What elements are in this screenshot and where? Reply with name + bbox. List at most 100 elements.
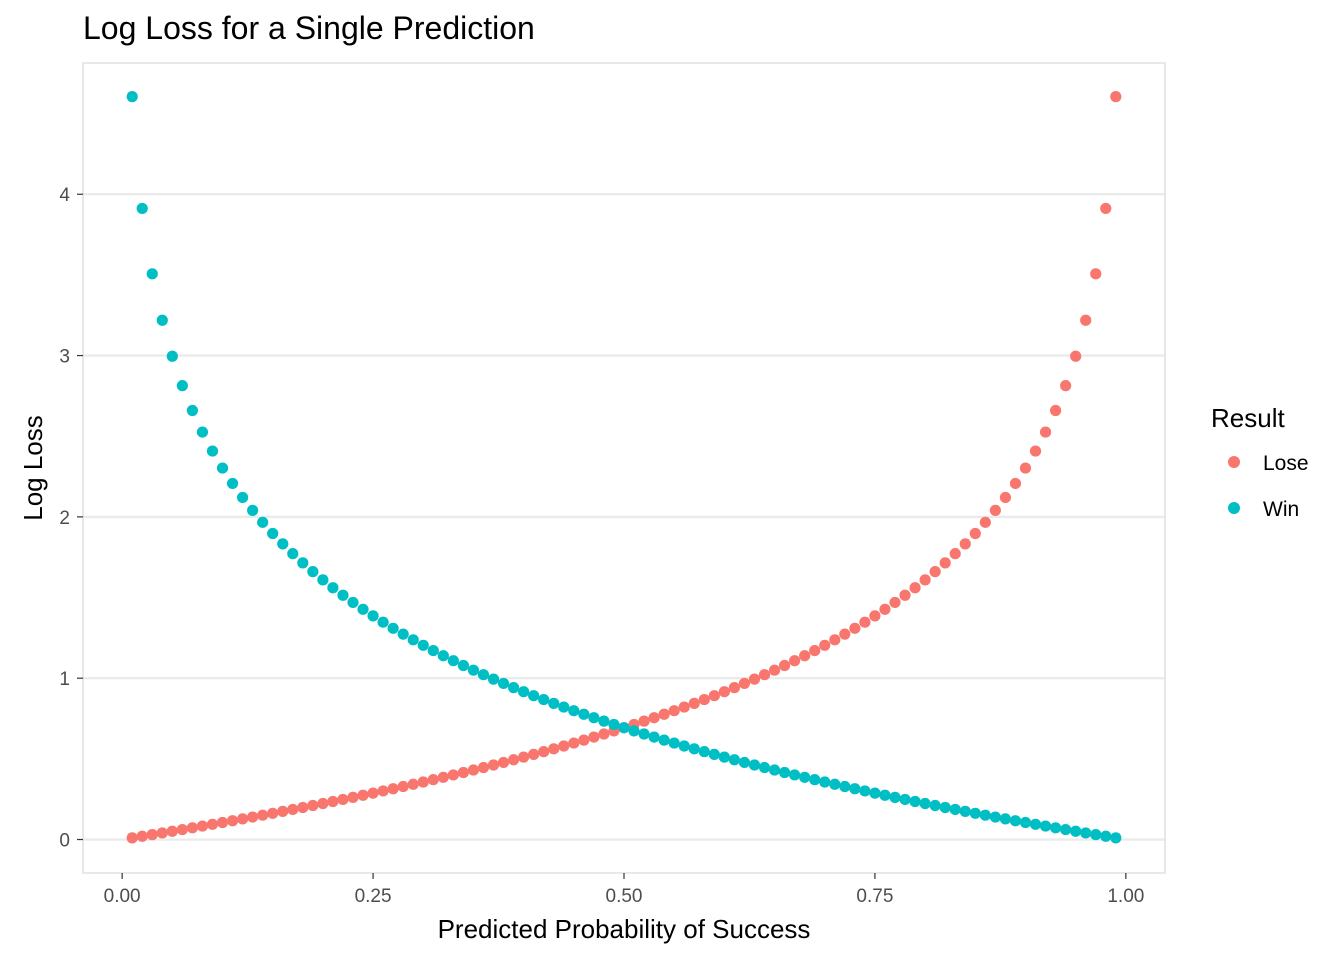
point-lose	[518, 751, 530, 763]
point-lose	[1110, 91, 1122, 103]
point-lose	[859, 616, 871, 628]
point-lose	[919, 574, 931, 586]
point-win	[327, 582, 339, 594]
point-win	[608, 718, 620, 731]
point-lose	[989, 504, 1001, 516]
point-lose	[548, 743, 560, 755]
point-lose	[487, 759, 500, 771]
point-win	[1019, 816, 1032, 829]
point-lose	[277, 805, 289, 817]
point-win	[959, 805, 971, 817]
point-win	[989, 811, 1001, 823]
point-win	[658, 734, 670, 746]
point-lose	[267, 807, 279, 819]
point-win	[528, 690, 540, 702]
point-lose	[869, 610, 881, 622]
point-win	[1039, 820, 1052, 832]
point-lose	[497, 756, 510, 769]
point-win	[367, 610, 379, 622]
point-win	[849, 783, 861, 795]
point-lose	[678, 701, 690, 713]
x-tick-label: 0.50	[606, 886, 643, 907]
point-win	[518, 686, 530, 698]
point-lose	[688, 697, 700, 709]
point-win	[397, 628, 409, 640]
point-win	[297, 557, 309, 569]
point-win	[638, 728, 650, 740]
point-win	[678, 740, 690, 752]
point-win	[718, 751, 730, 763]
legend: Result Lose Win	[1211, 403, 1309, 521]
point-win	[789, 769, 801, 781]
point-win	[648, 731, 660, 743]
point-win	[277, 538, 289, 550]
point-win	[477, 669, 490, 681]
point-lose	[347, 791, 359, 803]
point-win	[598, 715, 610, 727]
point-win	[186, 404, 199, 417]
point-lose	[1080, 314, 1092, 326]
point-lose	[708, 690, 720, 702]
point-lose	[397, 780, 409, 793]
point-lose	[196, 820, 209, 832]
point-win	[578, 708, 590, 720]
point-win	[267, 527, 279, 540]
point-win	[999, 813, 1012, 825]
point-lose	[598, 728, 610, 740]
point-win	[176, 380, 188, 392]
point-lose	[879, 603, 891, 615]
point-win	[307, 566, 319, 578]
point-win	[287, 548, 299, 560]
point-win	[407, 634, 419, 646]
legend-label-lose: Lose	[1263, 452, 1309, 475]
point-lose	[939, 557, 951, 569]
point-win	[688, 743, 700, 755]
point-lose	[999, 491, 1012, 504]
point-win	[799, 771, 811, 783]
point-lose	[407, 778, 419, 790]
point-win	[427, 644, 439, 657]
point-lose	[1070, 350, 1082, 362]
point-win	[1060, 823, 1072, 836]
point-win	[437, 650, 449, 662]
point-lose	[1029, 445, 1042, 457]
point-win	[618, 722, 630, 734]
y-tick-label: 4	[59, 185, 70, 206]
y-tick-label: 0	[59, 831, 70, 852]
point-win	[347, 596, 359, 609]
point-win	[628, 725, 640, 737]
point-win	[748, 759, 761, 771]
point-win	[708, 748, 720, 761]
point-lose	[427, 774, 439, 786]
point-lose	[909, 582, 921, 594]
point-lose	[528, 748, 540, 761]
point-lose	[738, 677, 751, 690]
point-lose	[638, 715, 650, 727]
point-win	[317, 574, 329, 586]
point-lose	[166, 825, 178, 837]
point-lose	[588, 731, 600, 743]
point-win	[869, 787, 881, 799]
x-tick-label: 0.75	[856, 886, 893, 907]
point-lose	[287, 803, 299, 816]
point-win	[1100, 830, 1112, 842]
point-lose	[558, 740, 570, 752]
point-win	[457, 659, 470, 672]
point-win	[668, 737, 680, 749]
point-win	[768, 764, 781, 776]
point-lose	[758, 669, 771, 681]
point-lose	[206, 818, 219, 830]
point-win	[819, 776, 831, 788]
series-lose	[126, 91, 1122, 844]
point-lose	[648, 712, 660, 724]
y-axis-title: Log Loss	[18, 415, 48, 521]
point-win	[919, 797, 931, 810]
point-win	[979, 809, 991, 821]
point-lose	[929, 566, 941, 578]
point-win	[357, 603, 369, 615]
point-win	[126, 91, 138, 103]
point-win	[738, 756, 751, 769]
point-lose	[959, 538, 971, 550]
legend-label-win: Win	[1263, 498, 1299, 521]
point-lose	[1039, 426, 1052, 438]
